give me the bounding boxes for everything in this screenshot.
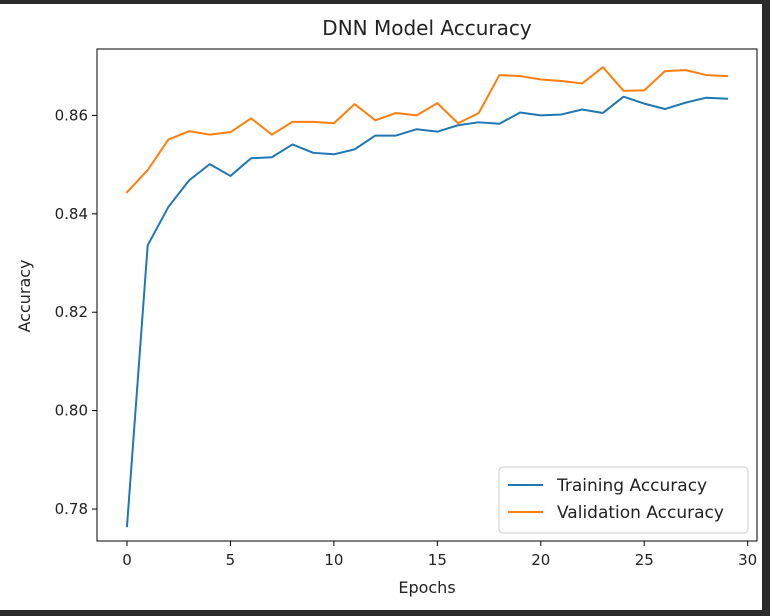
legend-label-1: Validation Accuracy xyxy=(557,503,724,523)
x-tick-label: 30 xyxy=(738,551,757,569)
plot-area xyxy=(125,66,729,528)
y-tick-label: 0.78 xyxy=(55,500,88,518)
x-tick-label: 15 xyxy=(428,551,447,569)
x-tick-label: 0 xyxy=(122,551,132,569)
x-tick-label: 25 xyxy=(635,551,654,569)
legend-box xyxy=(498,466,749,534)
chart-title: DNN Model Accuracy xyxy=(322,16,532,40)
y-axis: 0.78 0.80 0.82 0.84 0.86 xyxy=(55,106,97,518)
axes-frame xyxy=(96,48,758,542)
x-axis-label: Epochs xyxy=(398,578,455,597)
x-tick-label: 20 xyxy=(531,551,550,569)
series-line-1 xyxy=(125,66,729,194)
y-tick-label: 0.86 xyxy=(55,106,88,124)
x-tick-label: 5 xyxy=(226,551,236,569)
chart-figure: DNN Model Accuracy 0 5 10 15 20 25 30 0.78 0.80… xyxy=(0,4,762,610)
series-line-0 xyxy=(125,95,729,528)
x-tick-label: 10 xyxy=(324,551,343,569)
y-tick-label: 0.80 xyxy=(55,402,88,420)
chart-svg: DNN Model Accuracy 0 5 10 15 20 25 30 0.78 0.80… xyxy=(15,16,758,597)
legend-label-0: Training Accuracy xyxy=(556,476,707,496)
legend: Training Accuracy Validation Accuracy xyxy=(498,466,749,534)
x-axis: 0 5 10 15 20 25 30 xyxy=(122,541,757,569)
y-axis-label: Accuracy xyxy=(15,259,34,332)
y-tick-label: 0.82 xyxy=(55,303,88,321)
y-tick-label: 0.84 xyxy=(55,205,88,223)
